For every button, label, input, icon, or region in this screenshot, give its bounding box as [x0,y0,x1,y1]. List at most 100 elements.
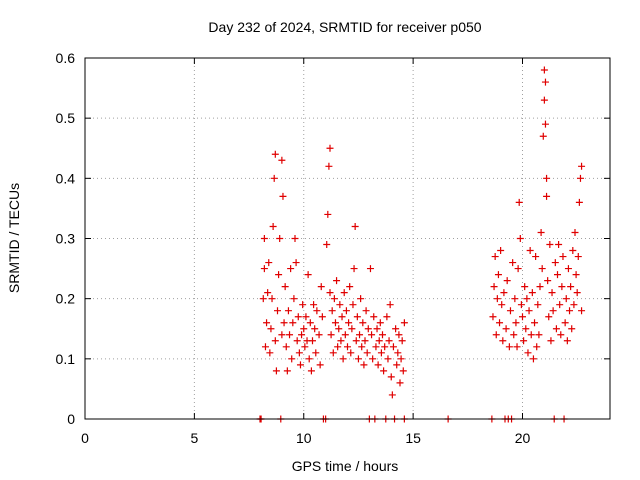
data-point [523,295,531,303]
data-point [536,283,544,291]
data-point [574,253,582,261]
data-point [333,277,341,285]
data-point [546,241,554,249]
data-point [559,253,567,261]
data-point [296,361,304,369]
data-point [334,343,342,351]
data-point [271,337,279,345]
data-point [531,319,539,327]
data-point [578,162,586,170]
data-point [393,361,401,369]
data-point [528,289,536,297]
data-point [541,120,549,128]
data-point [387,373,395,381]
data-point [263,319,271,327]
data-point [260,235,268,242]
y-axis-label: SRMTID / TECUs [6,183,22,293]
data-point [259,295,267,303]
data-point [491,253,499,261]
data-point [340,289,348,297]
data-point [326,289,334,297]
x-tick-label: 10 [296,430,312,446]
data-point [311,325,319,333]
data-point [271,150,279,158]
data-point [395,331,403,339]
data-point [337,337,345,345]
data-point [373,325,381,333]
data-point [278,331,286,339]
data-point [305,355,313,363]
data-point [368,331,376,339]
data-point [338,313,346,321]
data-point [350,265,358,273]
data-point [515,198,523,206]
data-point [534,301,542,309]
data-point [540,96,548,104]
data-point [557,331,565,339]
data-point [280,319,288,327]
x-tick-label: 20 [515,430,531,446]
data-point [304,271,312,279]
data-point [561,319,569,327]
data-point [519,313,526,321]
data-point [283,367,291,375]
data-point [348,325,356,333]
data-point [548,289,556,297]
data-point [313,307,321,315]
data-point [347,349,355,357]
data-point [527,331,535,339]
data-point [352,337,360,345]
data-point [394,349,402,357]
data-point [570,301,578,309]
data-point [290,295,298,303]
data-point [287,265,295,273]
data-point [306,319,314,327]
y-tick-label: 0.5 [56,110,76,126]
data-point [299,301,307,309]
data-point [564,265,572,273]
data-point [547,337,555,345]
data-point [317,283,325,291]
data-point [268,295,276,303]
data-point [494,271,502,279]
data-point [398,337,406,345]
data-point [300,325,308,333]
data-point [275,271,283,279]
data-point [292,259,300,267]
data-point [267,325,275,333]
y-tick-label: 0 [67,411,75,427]
data-point [525,307,533,315]
data-point [388,391,396,399]
data-point [400,319,408,327]
data-point [291,235,299,242]
data-point [568,325,576,333]
data-point [380,367,388,375]
data-point [342,307,350,315]
x-tick-labels: 0 5 10 15 20 [81,430,530,446]
data-point [571,228,579,236]
data-point [326,144,334,152]
data-point [323,241,331,249]
data-point [335,325,343,333]
data-point [293,337,301,345]
data-point [279,192,287,200]
data-point [282,343,290,351]
data-point [312,349,320,357]
data-point [353,313,361,321]
data-point [315,331,323,339]
data-point [543,174,551,182]
data-point [318,313,326,321]
data-point [324,210,332,218]
data-point [532,253,540,261]
x-tick-label: 15 [405,430,421,446]
y-tick-label: 0.3 [56,231,76,247]
data-point [535,331,543,339]
data-point [541,78,549,86]
data-point [396,379,404,387]
data-point [533,343,541,351]
data-point [502,325,510,333]
data-point [497,247,505,255]
data-point [360,361,368,369]
data-point [489,313,497,321]
data-point [366,265,374,273]
